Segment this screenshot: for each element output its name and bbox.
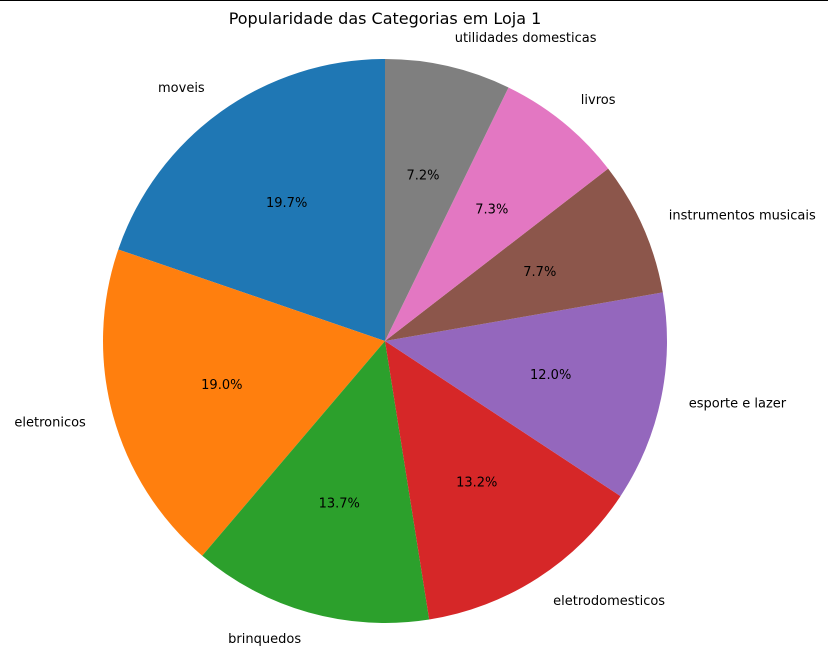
top-border: [0, 0, 828, 1]
pie-category-label-1: eletronicos: [14, 416, 86, 431]
pie-category-label-7: utilidades domesticas: [455, 31, 597, 46]
pie-category-label-4: esporte e lazer: [689, 397, 787, 412]
pie-pct-label-3: 13.2%: [456, 476, 497, 491]
pie-category-label-2: brinquedos: [228, 632, 301, 647]
pie-category-label-3: eletrodomesticos: [553, 594, 665, 609]
pie-slice-4: [385, 292, 667, 497]
pie-pct-label-1: 19.0%: [201, 378, 242, 393]
pie-pct-label-5: 7.7%: [523, 265, 556, 280]
pie-slice-6: [385, 87, 609, 341]
pie-labels: 19.7% moveis 19.0% eletronicos 13.7% brinqued…: [14, 31, 816, 647]
pie-category-label-6: livros: [581, 93, 616, 108]
pie-slice-3: [385, 341, 621, 620]
pie-slice-0: [118, 59, 385, 341]
pie-category-label-5: instrumentos musicais: [669, 208, 816, 223]
chart-title: Popularidade das Categorias em Loja 1: [229, 9, 542, 28]
pie-slice-2: [202, 341, 430, 623]
pie-pct-label-6: 7.3%: [475, 202, 508, 217]
pie-category-label-0: moveis: [158, 81, 205, 96]
pie-pct-label-7: 7.2%: [407, 169, 440, 184]
pie-slice-7: [385, 59, 509, 341]
pie-pct-label-4: 12.0%: [530, 368, 571, 383]
pie-slice-1: [103, 249, 385, 556]
pie-pct-label-0: 19.7%: [266, 196, 307, 211]
pie-pct-label-2: 13.7%: [319, 496, 360, 511]
pie-slices: [103, 59, 667, 623]
pie-slice-5: [385, 168, 663, 341]
